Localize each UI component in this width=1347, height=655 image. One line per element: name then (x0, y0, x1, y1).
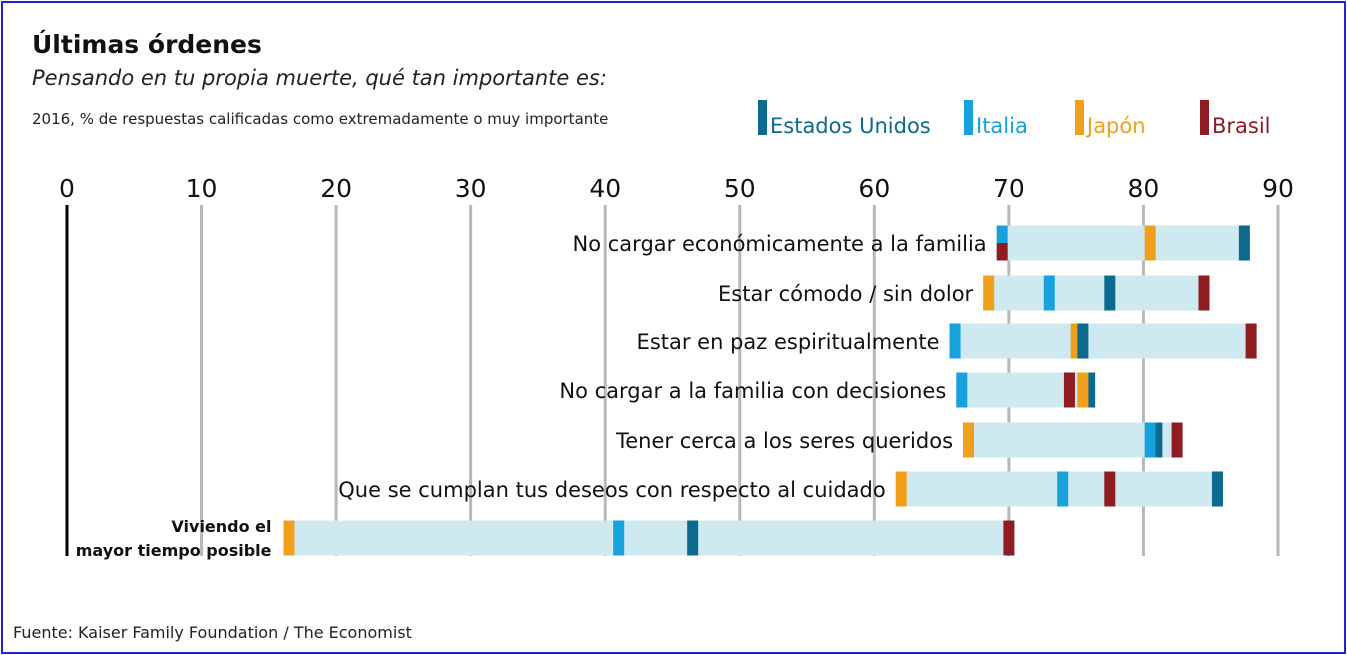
marker-italia (1144, 422, 1156, 458)
marker-estados-unidos (1077, 323, 1089, 359)
x-tick-label: 30 (455, 174, 487, 203)
legend-label: Brasil (1212, 114, 1271, 138)
x-tick-label: 80 (1128, 174, 1160, 203)
marker-italia (1057, 471, 1069, 507)
chart-title: Últimas órdenes (32, 30, 262, 59)
marker-japón (1077, 372, 1089, 408)
category-label: No cargar a la familia con decisiones (559, 379, 946, 403)
x-tick-label: 90 (1262, 174, 1294, 203)
marker-estados-unidos (1211, 471, 1223, 507)
marker-japón (1070, 323, 1082, 359)
category-label: Estar en paz espiritualmente (637, 330, 940, 354)
chart-note: 2016, % de respuestas calificadas como e… (32, 110, 609, 128)
category-label: Que se cumplan tus deseos con respecto a… (338, 478, 885, 502)
marker-japón (895, 471, 907, 507)
marker-japón (963, 422, 975, 458)
marker-italia (996, 225, 1008, 243)
marker-estados-unidos (1104, 275, 1116, 311)
x-tick-label: 40 (589, 174, 621, 203)
category-label: Estar cómodo / sin dolor (718, 282, 974, 306)
marker-italia (613, 520, 625, 556)
range-bar (949, 323, 1257, 359)
legend-swatch (964, 100, 973, 135)
range-bar (983, 275, 1210, 311)
marker-japón (1144, 225, 1156, 261)
marker-brasil (1171, 422, 1183, 458)
marker-estados-unidos (687, 520, 699, 556)
legend-swatch (1200, 100, 1209, 135)
category-label-line: mayor tiempo posible (76, 541, 272, 560)
x-tick-label: 10 (186, 174, 218, 203)
x-tick-label: 20 (320, 174, 352, 203)
marker-italia (956, 372, 968, 408)
range-bar (283, 520, 1015, 556)
legend-label: Japón (1085, 114, 1146, 138)
marker-japón (283, 520, 295, 556)
x-tick-label: 50 (724, 174, 756, 203)
category-label: Tener cerca a los seres queridos (615, 429, 953, 453)
range-bar (996, 225, 1250, 261)
x-tick-label: 60 (858, 174, 890, 203)
chart-source: Fuente: Kaiser Family Foundation / The E… (13, 623, 412, 642)
legend-swatch (758, 100, 767, 135)
marker-brasil (996, 243, 1008, 261)
chart-subtitle: Pensando en tu propia muerte, qué tan im… (32, 66, 607, 90)
marker-brasil (1198, 275, 1210, 311)
marker-estados-unidos (1151, 422, 1163, 458)
x-tick-label: 0 (59, 174, 75, 203)
category-label: No cargar económicamente a la familia (573, 232, 987, 256)
marker-brasil (1245, 323, 1257, 359)
legend-label: Italia (976, 114, 1028, 138)
marker-japón (983, 275, 995, 311)
marker-estados-unidos (1238, 225, 1250, 261)
marker-brasil (1003, 520, 1015, 556)
marker-brasil (1104, 471, 1116, 507)
marker-brasil (1063, 372, 1075, 408)
marker-estados-unidos (1084, 372, 1096, 408)
x-tick-label: 70 (993, 174, 1025, 203)
legend-label: Estados Unidos (770, 114, 931, 138)
category-label-line: Viviendo el (171, 517, 271, 536)
marker-italia (1043, 275, 1055, 311)
marker-italia (949, 323, 961, 359)
legend-swatch (1075, 100, 1084, 135)
